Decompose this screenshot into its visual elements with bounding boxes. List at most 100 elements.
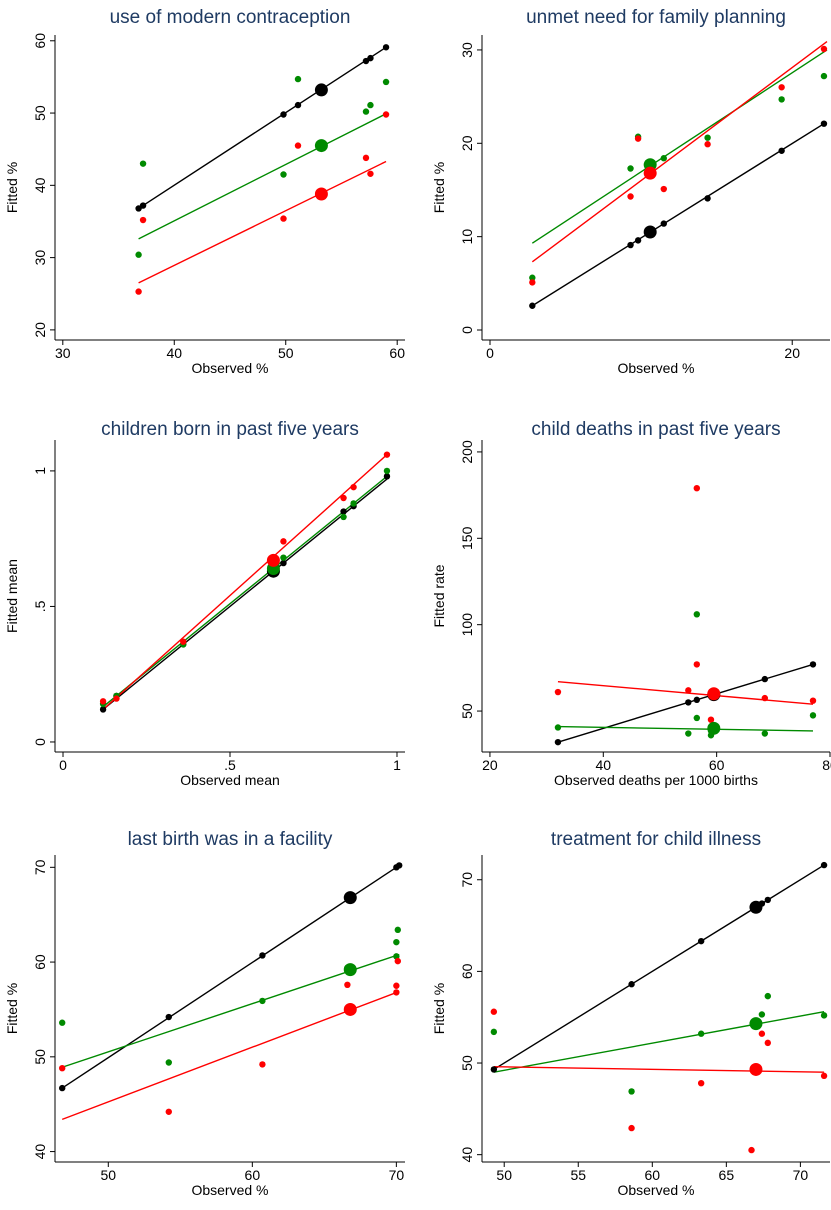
y-tick-label: 1 — [32, 467, 48, 475]
point — [627, 165, 634, 172]
point — [809, 661, 817, 668]
point — [383, 451, 391, 458]
point — [393, 982, 400, 989]
fit-line — [557, 680, 814, 705]
point — [685, 699, 692, 706]
mean-point — [707, 721, 721, 735]
y-tick-label: 30 — [459, 42, 475, 58]
point — [685, 730, 692, 737]
point — [704, 134, 711, 141]
mean-point — [343, 963, 357, 977]
y-tick-label: 0 — [32, 738, 48, 746]
point — [627, 193, 634, 200]
point — [362, 154, 370, 162]
panel-title: last birth was in a facility — [128, 829, 333, 850]
point — [820, 1012, 828, 1019]
point — [99, 698, 107, 705]
point — [350, 483, 357, 491]
point — [820, 120, 828, 127]
point — [350, 500, 357, 507]
point — [259, 1061, 266, 1068]
point — [280, 215, 287, 222]
point — [761, 694, 769, 702]
point — [761, 675, 769, 683]
point — [697, 937, 705, 945]
point — [704, 195, 711, 202]
panel: child deaths in past five years 20 40 60 80 5… — [431, 419, 831, 788]
point — [693, 696, 701, 704]
point — [382, 44, 390, 51]
y-tick-label: 100 — [459, 613, 475, 637]
point — [529, 274, 536, 281]
point — [628, 981, 635, 988]
point — [340, 494, 347, 502]
point — [764, 1039, 772, 1047]
x-tick-label: 0 — [59, 757, 67, 773]
x-tick-label: 20 — [784, 345, 800, 361]
y-axis-label: Fitted % — [431, 162, 447, 213]
point — [362, 108, 370, 115]
point — [394, 926, 401, 934]
y-axis-label: Fitted % — [431, 983, 447, 1034]
y-tick-label: 50 — [32, 105, 48, 121]
x-tick-label: .5 — [224, 757, 236, 773]
y-tick-label: 50 — [32, 1049, 48, 1065]
y-tick-label: 40 — [32, 177, 48, 193]
fit-line — [138, 160, 387, 284]
point — [340, 508, 347, 515]
point — [554, 688, 562, 696]
mean-point — [643, 225, 657, 239]
fit-line — [138, 113, 387, 240]
x-tick-label: 30 — [55, 345, 71, 361]
fit-line — [138, 46, 387, 210]
point — [554, 724, 562, 731]
y-tick-label: 150 — [459, 526, 475, 550]
point — [693, 611, 701, 618]
fit-line — [102, 475, 388, 708]
point — [761, 730, 769, 737]
fit-line — [61, 953, 400, 1068]
x-tick-label: 50 — [496, 1167, 512, 1183]
point — [367, 54, 374, 62]
fit-line — [493, 1065, 825, 1073]
point — [280, 538, 287, 545]
y-tick-label: 40 — [459, 1147, 475, 1163]
mean-point — [707, 687, 721, 701]
x-axis-label: Observed % — [191, 1182, 268, 1198]
fit-line — [61, 864, 400, 1089]
point — [280, 171, 287, 178]
mean-point — [749, 1017, 763, 1031]
y-tick-label: 50 — [459, 703, 475, 719]
point — [259, 952, 266, 959]
point — [820, 45, 828, 53]
point — [693, 714, 701, 722]
point — [396, 862, 403, 869]
x-tick-label: 60 — [245, 1167, 261, 1183]
point — [685, 687, 692, 694]
y-tick-label: 0 — [459, 326, 475, 334]
point — [135, 251, 142, 258]
point — [554, 738, 562, 746]
y-tick-label: .5 — [32, 600, 48, 612]
point — [697, 1079, 705, 1087]
mean-point — [749, 900, 763, 914]
x-axis-label: Observed % — [191, 360, 268, 376]
point — [778, 84, 785, 91]
point — [820, 1072, 828, 1080]
point — [113, 695, 120, 702]
point — [139, 160, 147, 167]
point — [634, 135, 642, 142]
point — [165, 1108, 172, 1115]
point — [393, 938, 400, 946]
fit-line — [531, 49, 828, 244]
point — [809, 697, 817, 704]
fit-line — [61, 990, 400, 1121]
panel-title: use of modern contraception — [110, 7, 351, 28]
y-tick-label: 60 — [32, 954, 48, 970]
panel-title: treatment for child illness — [551, 829, 761, 850]
point — [764, 896, 772, 904]
x-tick-label: 65 — [719, 1167, 735, 1183]
y-tick-label: 60 — [459, 963, 475, 979]
point — [59, 1064, 66, 1072]
x-axis-label: Observed % — [617, 1182, 694, 1198]
